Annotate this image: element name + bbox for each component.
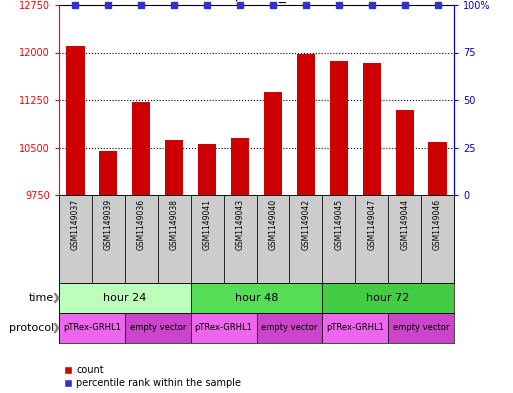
Text: GSM1149045: GSM1149045 <box>334 198 343 250</box>
Bar <box>100 151 117 195</box>
Bar <box>191 283 322 313</box>
Text: hour 48: hour 48 <box>235 293 278 303</box>
Text: pTRex-GRHL1: pTRex-GRHL1 <box>194 323 252 332</box>
Bar <box>59 195 92 283</box>
Bar <box>231 138 249 195</box>
Bar <box>322 283 454 313</box>
Bar <box>132 102 150 195</box>
Bar <box>59 313 125 343</box>
Bar <box>59 283 191 313</box>
Text: GSM1149044: GSM1149044 <box>400 198 409 250</box>
Text: pTRex-GRHL1: pTRex-GRHL1 <box>326 323 384 332</box>
Bar <box>322 195 355 283</box>
Text: GSM1149043: GSM1149043 <box>235 198 245 250</box>
Text: empty vector: empty vector <box>130 323 186 332</box>
Text: GSM1149038: GSM1149038 <box>170 198 179 250</box>
Legend: count, percentile rank within the sample: count, percentile rank within the sample <box>64 365 242 388</box>
Text: protocol: protocol <box>9 323 54 333</box>
Text: GSM1149039: GSM1149039 <box>104 198 113 250</box>
Text: GSM1149040: GSM1149040 <box>268 198 278 250</box>
Text: empty vector: empty vector <box>261 323 318 332</box>
Bar <box>388 195 421 283</box>
Bar <box>92 195 125 283</box>
Text: GSM1149047: GSM1149047 <box>367 198 376 250</box>
Text: GSM1149037: GSM1149037 <box>71 198 80 250</box>
Bar <box>289 195 322 283</box>
Bar <box>428 142 447 195</box>
Bar <box>297 54 315 195</box>
Text: GSM1149036: GSM1149036 <box>137 198 146 250</box>
Text: GSM1149042: GSM1149042 <box>301 198 310 250</box>
Bar <box>355 195 388 283</box>
Bar <box>125 195 158 283</box>
Bar <box>322 313 388 343</box>
Bar <box>256 313 322 343</box>
Bar <box>330 61 348 195</box>
Text: hour 72: hour 72 <box>366 293 410 303</box>
Bar <box>66 46 85 195</box>
Bar <box>165 140 183 195</box>
Text: GSM1149041: GSM1149041 <box>203 198 212 250</box>
Bar <box>198 144 216 195</box>
Text: empty vector: empty vector <box>393 323 449 332</box>
Bar <box>388 313 454 343</box>
Bar <box>421 195 454 283</box>
Bar <box>363 63 381 195</box>
Bar <box>191 195 224 283</box>
Bar <box>396 110 413 195</box>
Text: time: time <box>29 293 54 303</box>
Bar <box>158 195 191 283</box>
Title: GDS5263 / ILMN_1752285: GDS5263 / ILMN_1752285 <box>166 0 347 3</box>
Text: GSM1149046: GSM1149046 <box>433 198 442 250</box>
Text: hour 24: hour 24 <box>103 293 147 303</box>
Bar <box>224 195 256 283</box>
Bar <box>256 195 289 283</box>
Bar <box>125 313 191 343</box>
Text: pTRex-GRHL1: pTRex-GRHL1 <box>63 323 121 332</box>
Bar <box>191 313 256 343</box>
Bar <box>264 92 282 195</box>
